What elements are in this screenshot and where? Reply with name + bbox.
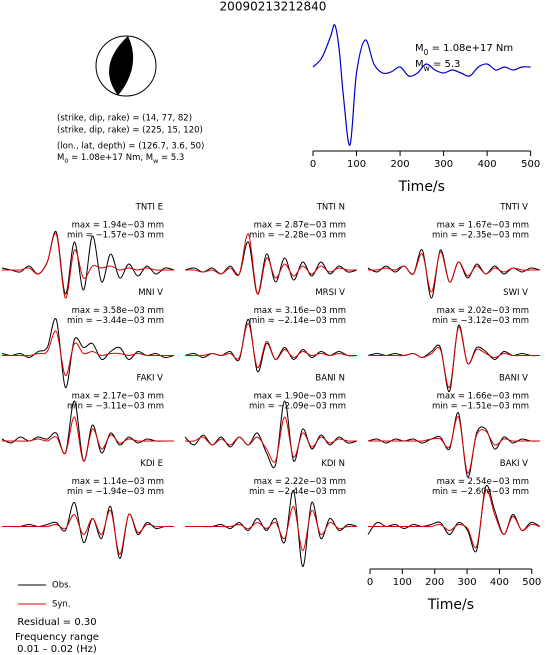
min-label: min = −2.35e−03 mm <box>432 231 529 241</box>
station-label: MNI V <box>138 288 163 298</box>
subscript: w <box>153 157 158 165</box>
figure-title: 20090213212840 <box>220 0 327 14</box>
text-part: M <box>415 43 424 54</box>
station-label: BANI N <box>315 374 345 384</box>
min-label: min = −2.28e−03 mm <box>249 231 346 241</box>
x-tick-label: 100 <box>347 159 366 170</box>
min-label: min = −2.14e−03 mm <box>249 316 346 326</box>
max-label: max = 2.87e−03 mm <box>254 221 346 231</box>
text-part: M <box>57 153 64 163</box>
station-label: BAKI V <box>500 459 528 469</box>
max-label: max = 2.17e−03 mm <box>72 392 164 402</box>
observed-waveform <box>2 501 175 560</box>
synthetic-waveform <box>184 233 358 295</box>
synthetic-waveform <box>368 326 540 389</box>
legend-label: Obs. <box>52 581 71 591</box>
mechanism-line: (strike, dip, rake) = (14, 77, 82) <box>57 114 192 124</box>
moment-annotation: M0 = 1.08e+17 Nm <box>415 43 513 57</box>
mechanism-line: (strike, dip, rake) = (225, 15, 120) <box>57 126 203 136</box>
station-label: TNTI E <box>135 203 163 213</box>
station-label: TNTI N <box>316 203 345 213</box>
text-part: = 5.3 <box>430 59 461 70</box>
station-label: KDI E <box>140 459 163 469</box>
min-label: min = −3.44e−03 mm <box>67 316 164 326</box>
x-tick-label: 500 <box>521 159 540 170</box>
x-tick-label: 300 <box>434 159 453 170</box>
max-label: max = 2.02e−03 mm <box>437 306 529 316</box>
synthetic-waveform <box>2 232 174 299</box>
min-label: min = −1.51e−03 mm <box>432 402 529 412</box>
observed-waveform <box>185 489 358 568</box>
station-label: KDI N <box>321 459 345 469</box>
beachball-compression <box>109 36 134 96</box>
mechanism-line: (lon., lat, depth) = (126.7, 3.6, 50) <box>57 142 204 152</box>
station-label: BANI V <box>499 374 528 384</box>
max-label: max = 1.14e−03 mm <box>72 477 164 487</box>
x-axis-label: Time/s <box>427 597 474 613</box>
max-label: max = 1.90e−03 mm <box>254 392 346 402</box>
synthetic-waveform <box>2 509 174 556</box>
x-tick-label: 100 <box>393 577 412 588</box>
station-label: TNTI V <box>499 203 528 213</box>
frequency-range: 0.01 – 0.02 (Hz) <box>17 644 97 655</box>
synthetic-waveform <box>2 416 174 462</box>
subscript: 0 <box>424 48 429 57</box>
subscript: 0 <box>64 157 68 165</box>
min-label: min = −1.94e−03 mm <box>67 487 164 497</box>
observed-waveform <box>184 318 358 373</box>
observed-waveform <box>1 230 175 295</box>
residual: Residual = 0.30 <box>17 617 96 628</box>
x-tick-label: 500 <box>522 577 541 588</box>
max-label: max = 2.22e−03 mm <box>254 477 346 487</box>
min-label: min = −2.60e−03 mm <box>432 487 529 497</box>
min-label: min = −2.09e−03 mm <box>249 402 346 412</box>
synthetic-waveform <box>185 322 358 369</box>
synthetic-waveform <box>368 489 541 549</box>
frequency-label: Frequency range <box>15 632 99 643</box>
beachball <box>95 35 157 97</box>
moment-line: M0 = 1.08e+17 Nm, Mw = 5.3 <box>57 153 184 166</box>
x-tick-label: 0 <box>310 159 316 170</box>
synthetic-waveform <box>367 251 540 293</box>
min-label: min = −2.44e−03 mm <box>249 487 346 497</box>
min-label: min = −1.57e−03 mm <box>67 231 164 241</box>
min-label: min = −3.12e−03 mm <box>432 316 529 326</box>
max-label: max = 1.66e−03 mm <box>437 392 529 402</box>
text-part: = 1.08e+17 Nm <box>428 43 513 54</box>
min-label: min = −3.11e−03 mm <box>67 402 164 412</box>
x-axis-label: Time/s <box>398 179 445 195</box>
x-tick-label: 300 <box>458 577 477 588</box>
x-tick-label: 0 <box>367 577 373 588</box>
text-part: = 1.08e+17 Nm, M <box>68 153 153 163</box>
text-part: M <box>415 59 424 70</box>
max-label: max = 1.94e−03 mm <box>72 221 164 231</box>
station-label: SWI V <box>503 288 528 298</box>
max-label: max = 3.58e−03 mm <box>72 306 164 316</box>
station-label: FAKI V <box>136 374 163 384</box>
x-tick-label: 400 <box>478 159 497 170</box>
source-time-function <box>312 24 531 146</box>
subscript: w <box>424 64 430 73</box>
legend-label: Syn. <box>52 600 71 610</box>
x-tick-label: 200 <box>425 577 444 588</box>
x-tick-label: 400 <box>490 577 509 588</box>
magnitude-annotation: Mw = 5.3 <box>415 59 460 73</box>
max-label: max = 1.67e−03 mm <box>437 221 529 231</box>
synthetic-waveform <box>368 416 540 474</box>
synthetic-waveform <box>185 505 358 552</box>
synthetic-waveform <box>184 416 358 463</box>
text-part: = 5.3 <box>158 153 184 163</box>
synthetic-waveform <box>2 330 174 377</box>
max-label: max = 3.16e−03 mm <box>254 306 346 316</box>
station-label: MRSI V <box>315 288 345 298</box>
x-tick-label: 200 <box>391 159 410 170</box>
max-label: max = 2.54e−03 mm <box>437 477 529 487</box>
